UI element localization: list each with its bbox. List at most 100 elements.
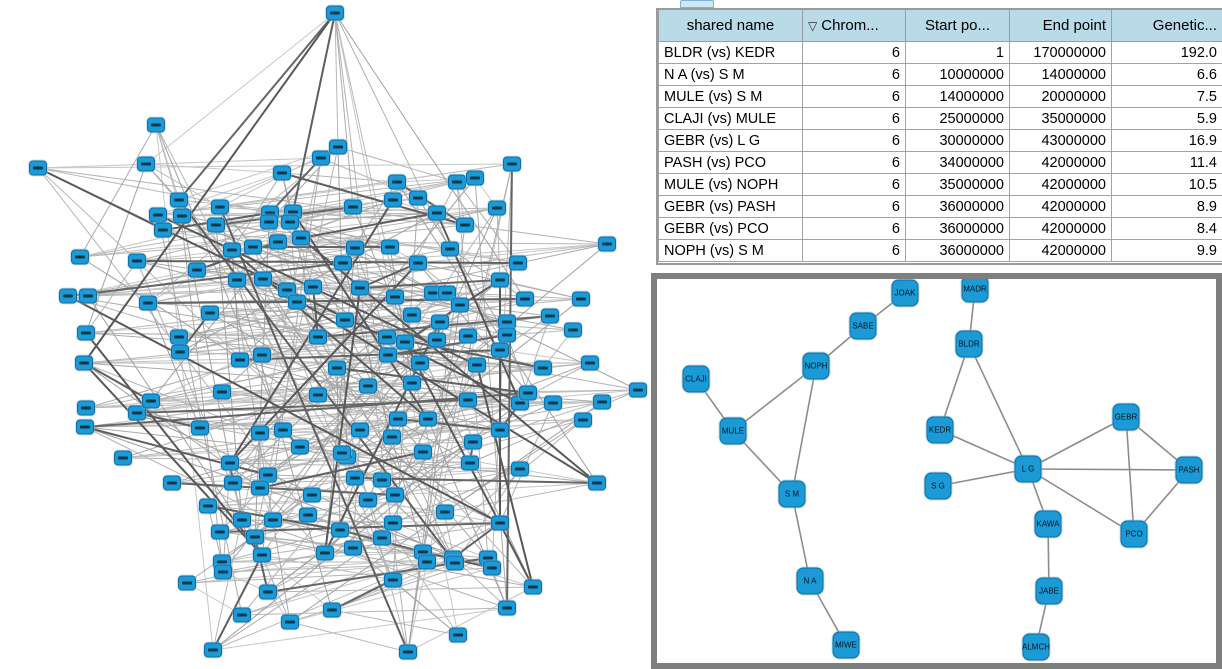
cell-value[interactable]: 42000000 <box>1009 217 1112 240</box>
network-edge[interactable] <box>87 207 498 297</box>
network-node-s-m[interactable]: S M <box>778 480 806 508</box>
network-edge[interactable] <box>422 451 598 484</box>
network-node[interactable] <box>309 387 327 403</box>
cell-value[interactable]: 6 <box>802 217 906 240</box>
network-edge[interactable] <box>181 215 302 239</box>
network-edge[interactable] <box>212 537 383 651</box>
network-node-n-a[interactable]: N A <box>796 567 824 595</box>
network-edge[interactable] <box>171 482 396 496</box>
network-node[interactable] <box>207 217 225 233</box>
network-node[interactable] <box>251 480 269 496</box>
network-edge[interactable] <box>122 457 471 464</box>
network-node[interactable] <box>59 288 77 304</box>
network-node[interactable] <box>388 174 406 190</box>
table-row[interactable]: GEBR (vs) L G 6 30000000 43000000 16.9 <box>658 129 1222 152</box>
network-node[interactable] <box>359 492 377 508</box>
network-node[interactable] <box>278 282 296 298</box>
network-node[interactable] <box>468 357 486 373</box>
network-edge[interactable] <box>157 214 243 616</box>
network-edge[interactable] <box>269 157 322 214</box>
network-edge[interactable] <box>334 12 354 208</box>
network-node[interactable] <box>359 378 377 394</box>
column-header-end-point[interactable]: End point <box>1009 10 1112 42</box>
network-edge[interactable] <box>178 146 339 201</box>
network-node[interactable] <box>574 412 592 428</box>
network-node[interactable] <box>233 512 251 528</box>
cell-value[interactable]: 6 <box>802 195 906 218</box>
network-edge[interactable] <box>334 12 339 148</box>
cell-value[interactable]: 6 <box>802 129 906 152</box>
network-edge[interactable] <box>178 12 336 201</box>
network-node[interactable] <box>378 329 396 345</box>
network-node[interactable] <box>170 329 188 345</box>
column-header-genetic[interactable]: Genetic... <box>1111 10 1222 42</box>
column-header-start-position[interactable]: Start po... <box>905 10 1010 42</box>
network-node[interactable] <box>333 445 351 461</box>
network-node[interactable] <box>149 207 167 223</box>
network-node[interactable] <box>77 400 95 416</box>
network-node-noph[interactable]: NOPH <box>802 352 830 380</box>
network-node[interactable] <box>379 347 397 363</box>
table-scrollbar-thumb[interactable] <box>680 0 714 8</box>
network-edge[interactable] <box>199 389 639 429</box>
network-node[interactable] <box>441 241 459 257</box>
network-edge[interactable] <box>252 246 413 316</box>
cell-shared-name[interactable]: GEBR (vs) PASH <box>658 195 803 218</box>
cell-value[interactable]: 192.0 <box>1111 41 1222 64</box>
network-node-pco[interactable]: PCO <box>1120 520 1148 548</box>
network-node[interactable] <box>299 507 317 523</box>
network-edge[interactable] <box>359 262 419 289</box>
network-edge[interactable] <box>212 441 474 651</box>
network-edge[interactable] <box>396 181 466 226</box>
network-node-kedr[interactable]: KEDR <box>926 416 954 444</box>
network-edge[interactable] <box>85 163 147 334</box>
network-node[interactable] <box>264 512 282 528</box>
network-node[interactable] <box>409 190 427 206</box>
network-node[interactable] <box>163 475 181 491</box>
network-node-pash[interactable]: PASH <box>1175 456 1203 484</box>
network-edge[interactable] <box>83 12 336 364</box>
table-row[interactable]: GEBR (vs) PASH 6 36000000 42000000 8.9 <box>658 195 1222 218</box>
network-node-madr[interactable]: MADR <box>961 279 989 303</box>
network-edge[interactable] <box>209 312 639 391</box>
network-edge[interactable] <box>937 468 1029 487</box>
network-edge[interactable] <box>147 302 201 429</box>
network-node-sabe[interactable]: SABE <box>849 312 877 340</box>
network-node[interactable] <box>449 627 467 643</box>
network-node[interactable] <box>228 272 246 288</box>
network-edge[interactable] <box>732 365 817 432</box>
network-node[interactable] <box>629 382 647 398</box>
column-header-chromosome[interactable]: ▽ Chrom... <box>802 10 906 42</box>
network-node-gebr[interactable]: GEBR <box>1112 403 1140 431</box>
network-node[interactable] <box>588 475 606 491</box>
cell-shared-name[interactable]: MULE (vs) NOPH <box>658 173 803 196</box>
cell-value[interactable]: 10.5 <box>1111 173 1222 196</box>
cell-shared-name[interactable]: CLAJI (vs) MULE <box>658 107 803 130</box>
network-edge[interactable] <box>147 302 441 323</box>
network-node[interactable] <box>316 545 334 561</box>
network-edge[interactable] <box>267 436 393 476</box>
network-edge[interactable] <box>1027 468 1190 471</box>
network-node[interactable] <box>303 487 321 503</box>
table-row[interactable]: NOPH (vs) S M 6 36000000 42000000 9.9 <box>658 239 1222 262</box>
network-edge[interactable] <box>239 349 501 361</box>
network-edge[interactable] <box>334 12 459 636</box>
network-edge[interactable] <box>267 586 534 593</box>
network-edge[interactable] <box>1125 416 1135 535</box>
network-node[interactable] <box>147 117 165 133</box>
network-edge[interactable] <box>221 385 369 393</box>
network-node[interactable] <box>491 422 509 438</box>
network-edge[interactable] <box>417 197 508 336</box>
network-node[interactable] <box>399 644 417 660</box>
network-node[interactable] <box>231 352 249 368</box>
network-node[interactable] <box>384 515 402 531</box>
network-node[interactable] <box>346 470 364 486</box>
cell-shared-name[interactable]: GEBR (vs) L G <box>658 129 803 152</box>
network-node[interactable] <box>373 530 391 546</box>
network-node[interactable] <box>344 199 362 215</box>
cell-value[interactable]: 6 <box>802 151 906 174</box>
network-edge[interactable] <box>311 451 424 496</box>
network-node[interactable] <box>191 420 209 436</box>
network-node[interactable] <box>259 584 277 600</box>
network-node-bldr[interactable]: BLDR <box>955 330 983 358</box>
